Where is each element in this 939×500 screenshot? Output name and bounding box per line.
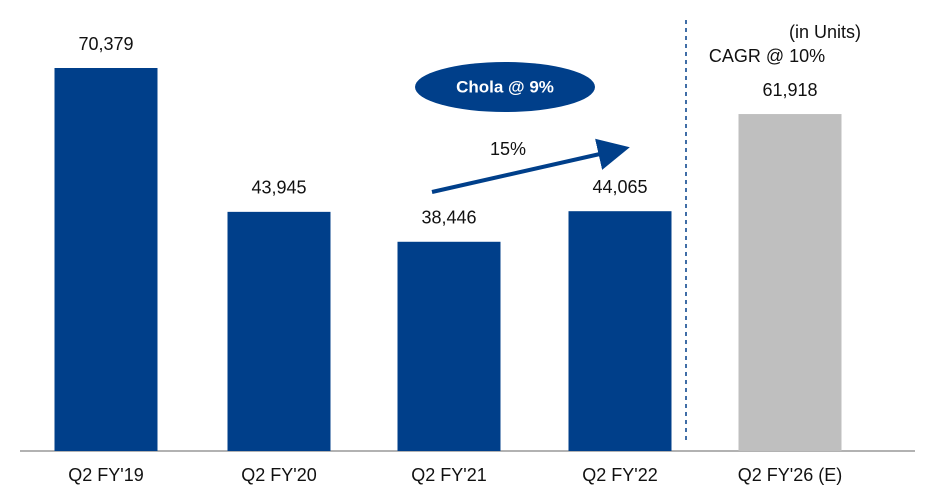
cagr-note: CAGR @ 10%	[709, 46, 825, 66]
bar	[738, 114, 842, 451]
unit-note: (in Units)	[789, 22, 861, 42]
bar	[227, 211, 331, 451]
bar	[54, 68, 158, 451]
chola-note: Chola @ 9%	[456, 77, 554, 96]
bar	[568, 211, 672, 451]
x-tick-label: Q2 FY'22	[582, 465, 657, 485]
x-tick-label: Q2 FY'21	[411, 465, 486, 485]
growth-arrow	[431, 138, 630, 194]
value-label: 44,065	[592, 177, 647, 197]
x-tick-label: Q2 FY'20	[241, 465, 316, 485]
chola-badge	[415, 62, 595, 112]
value-label: 38,446	[421, 208, 476, 228]
x-tick-label: Q2 FY'26 (E)	[738, 465, 842, 485]
value-label: 70,379	[78, 34, 133, 54]
x-tick-label: Q2 FY'19	[68, 465, 143, 485]
value-label: 61,918	[762, 80, 817, 100]
value-label: 43,945	[251, 178, 306, 198]
growth-note: 15%	[490, 139, 526, 159]
bar	[397, 241, 501, 451]
